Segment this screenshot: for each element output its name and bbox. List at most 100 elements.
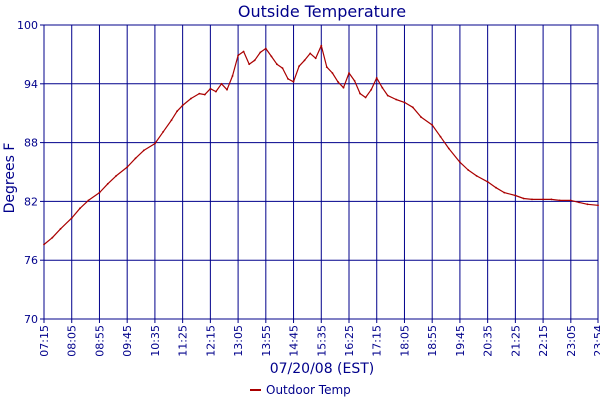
x-axis-label: 07/20/08 (EST) [270, 361, 375, 377]
x-tick-label: 23:54 [592, 325, 600, 357]
x-tick-label: 13:55 [260, 325, 273, 357]
data-point [375, 77, 378, 79]
data-point [514, 194, 517, 197]
data-point [134, 157, 137, 160]
x-tick-label: 12:15 [204, 325, 217, 357]
data-point [459, 161, 461, 164]
y-tick-label: 100 [17, 19, 38, 32]
data-point [298, 65, 300, 68]
x-tick-label: 16:25 [343, 325, 356, 357]
x-tick-label: 21:25 [509, 325, 522, 357]
data-point [314, 57, 317, 60]
x-tick-label: 08:55 [93, 325, 106, 357]
data-point [270, 55, 273, 58]
data-point [447, 147, 450, 150]
data-point [586, 203, 589, 206]
x-tick-label: 07:15 [38, 325, 51, 357]
data-point [309, 52, 312, 55]
data-point [320, 44, 323, 47]
x-tick-label: 08:05 [66, 325, 79, 357]
data-point [242, 50, 245, 53]
x-tick-label: 18:55 [426, 325, 439, 357]
x-tick-label: 14:45 [288, 325, 301, 357]
chart-title: Outside Temperature [238, 2, 406, 21]
x-tick-label: 19:45 [454, 325, 467, 357]
data-point [550, 198, 553, 201]
data-point [126, 166, 129, 169]
data-point [558, 199, 561, 202]
data-point [342, 86, 345, 89]
y-tick-label: 88 [24, 137, 38, 150]
data-point [467, 169, 470, 171]
data-point [226, 88, 228, 91]
data-point [276, 63, 278, 66]
data-point [531, 198, 533, 201]
data-point [303, 59, 306, 62]
data-point [170, 119, 173, 121]
data-point [154, 142, 156, 145]
data-point [162, 130, 165, 133]
data-point [281, 67, 284, 69]
data-point [237, 54, 240, 57]
data-point [381, 86, 384, 89]
x-tick-label: 11:25 [177, 325, 190, 357]
data-point [51, 236, 54, 239]
data-point [569, 199, 572, 202]
data-point [353, 80, 356, 82]
data-point [70, 217, 73, 220]
data-point [215, 90, 217, 93]
data-point [253, 59, 256, 62]
data-point [287, 78, 289, 80]
x-tick-label: 09:45 [121, 325, 134, 357]
y-tick-label: 70 [24, 313, 38, 326]
y-tick-label: 82 [24, 195, 38, 208]
data-point [231, 75, 234, 77]
data-point [386, 94, 389, 97]
x-tick-label: 22:15 [537, 325, 550, 357]
data-point [203, 93, 206, 96]
data-point [578, 201, 580, 204]
data-point [59, 227, 62, 230]
data-point [331, 72, 334, 74]
x-tick-label: 18:05 [398, 325, 411, 357]
data-point [348, 72, 350, 74]
data-point [364, 96, 367, 99]
data-point [98, 191, 101, 194]
data-point [248, 63, 251, 66]
legend: Outdoor Temp [250, 383, 351, 397]
x-tick-label: 10:35 [149, 325, 162, 357]
data-point [475, 175, 478, 177]
data-point [370, 88, 373, 91]
x-tick-label: 20:35 [482, 325, 495, 357]
data-point [142, 149, 145, 152]
data-point [395, 98, 397, 101]
x-tick-label: 23:05 [565, 325, 578, 357]
series-line-outdoor-temp [43, 44, 599, 245]
data-point [486, 180, 489, 183]
data-point [181, 104, 184, 107]
data-point [597, 204, 599, 207]
data-point [198, 92, 201, 95]
data-point [542, 198, 544, 201]
data-point [43, 243, 45, 246]
data-point [264, 47, 267, 50]
data-point [431, 124, 434, 126]
data-point [220, 82, 223, 85]
data-point [359, 92, 361, 95]
data-point [420, 116, 422, 118]
data-point [106, 182, 109, 185]
data-point [259, 51, 262, 54]
y-tick-label: 94 [24, 78, 38, 91]
plot-area: 07:15 08:05 08:55 09:45 10:35 11:25 12:15 13:05… [17, 19, 600, 357]
data-point [190, 97, 192, 100]
data-point [495, 186, 497, 189]
legend-label: Outdoor Temp [266, 383, 351, 397]
y-tick-label: 76 [24, 254, 38, 267]
data-point [403, 101, 406, 104]
data-point [439, 135, 442, 138]
x-tick-label: 13:05 [232, 325, 245, 357]
data-point [411, 106, 414, 109]
data-point [176, 110, 179, 113]
